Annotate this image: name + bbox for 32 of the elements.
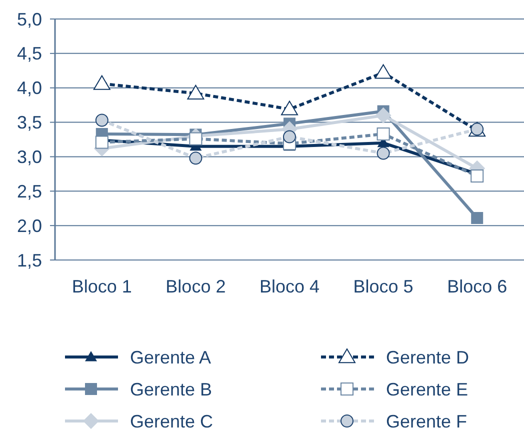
legend-label: Gerente C — [130, 411, 214, 431]
point — [95, 136, 108, 149]
point — [470, 169, 484, 182]
y-tick-label: 3,5 — [16, 112, 42, 133]
legend-label: Gerente A — [130, 347, 212, 368]
legend-label: Gerente E — [386, 379, 468, 400]
y-tick-label: 2,0 — [16, 216, 42, 236]
point — [374, 64, 392, 79]
x-tick-label: Bloco 6 — [447, 276, 508, 296]
x-tick-label: Bloco 5 — [353, 276, 414, 296]
x-tick-label: Bloco 4 — [259, 276, 320, 296]
y-tick-label: 1,5 — [16, 250, 42, 270]
point — [375, 107, 392, 124]
legend-label: Gerente F — [386, 411, 468, 431]
x-tick-label: Bloco 1 — [72, 276, 132, 296]
y-tick-label: 4,5 — [16, 44, 42, 64]
y-tick-label: 4,0 — [16, 78, 42, 98]
legend-label: Gerente D — [386, 347, 470, 368]
point — [95, 114, 108, 127]
point — [187, 84, 204, 100]
point — [376, 146, 390, 160]
y-tick-label: 3,0 — [16, 147, 42, 168]
legend-label: Gerente B — [130, 379, 212, 400]
point — [93, 75, 110, 90]
point — [283, 130, 296, 144]
y-tick-label: 5,0 — [16, 9, 42, 30]
point — [189, 132, 202, 146]
x-tick-label: Bloco 2 — [166, 276, 226, 296]
point — [471, 212, 484, 224]
point — [281, 100, 298, 116]
y-tick-label: 2,5 — [16, 181, 42, 202]
point — [189, 152, 202, 165]
